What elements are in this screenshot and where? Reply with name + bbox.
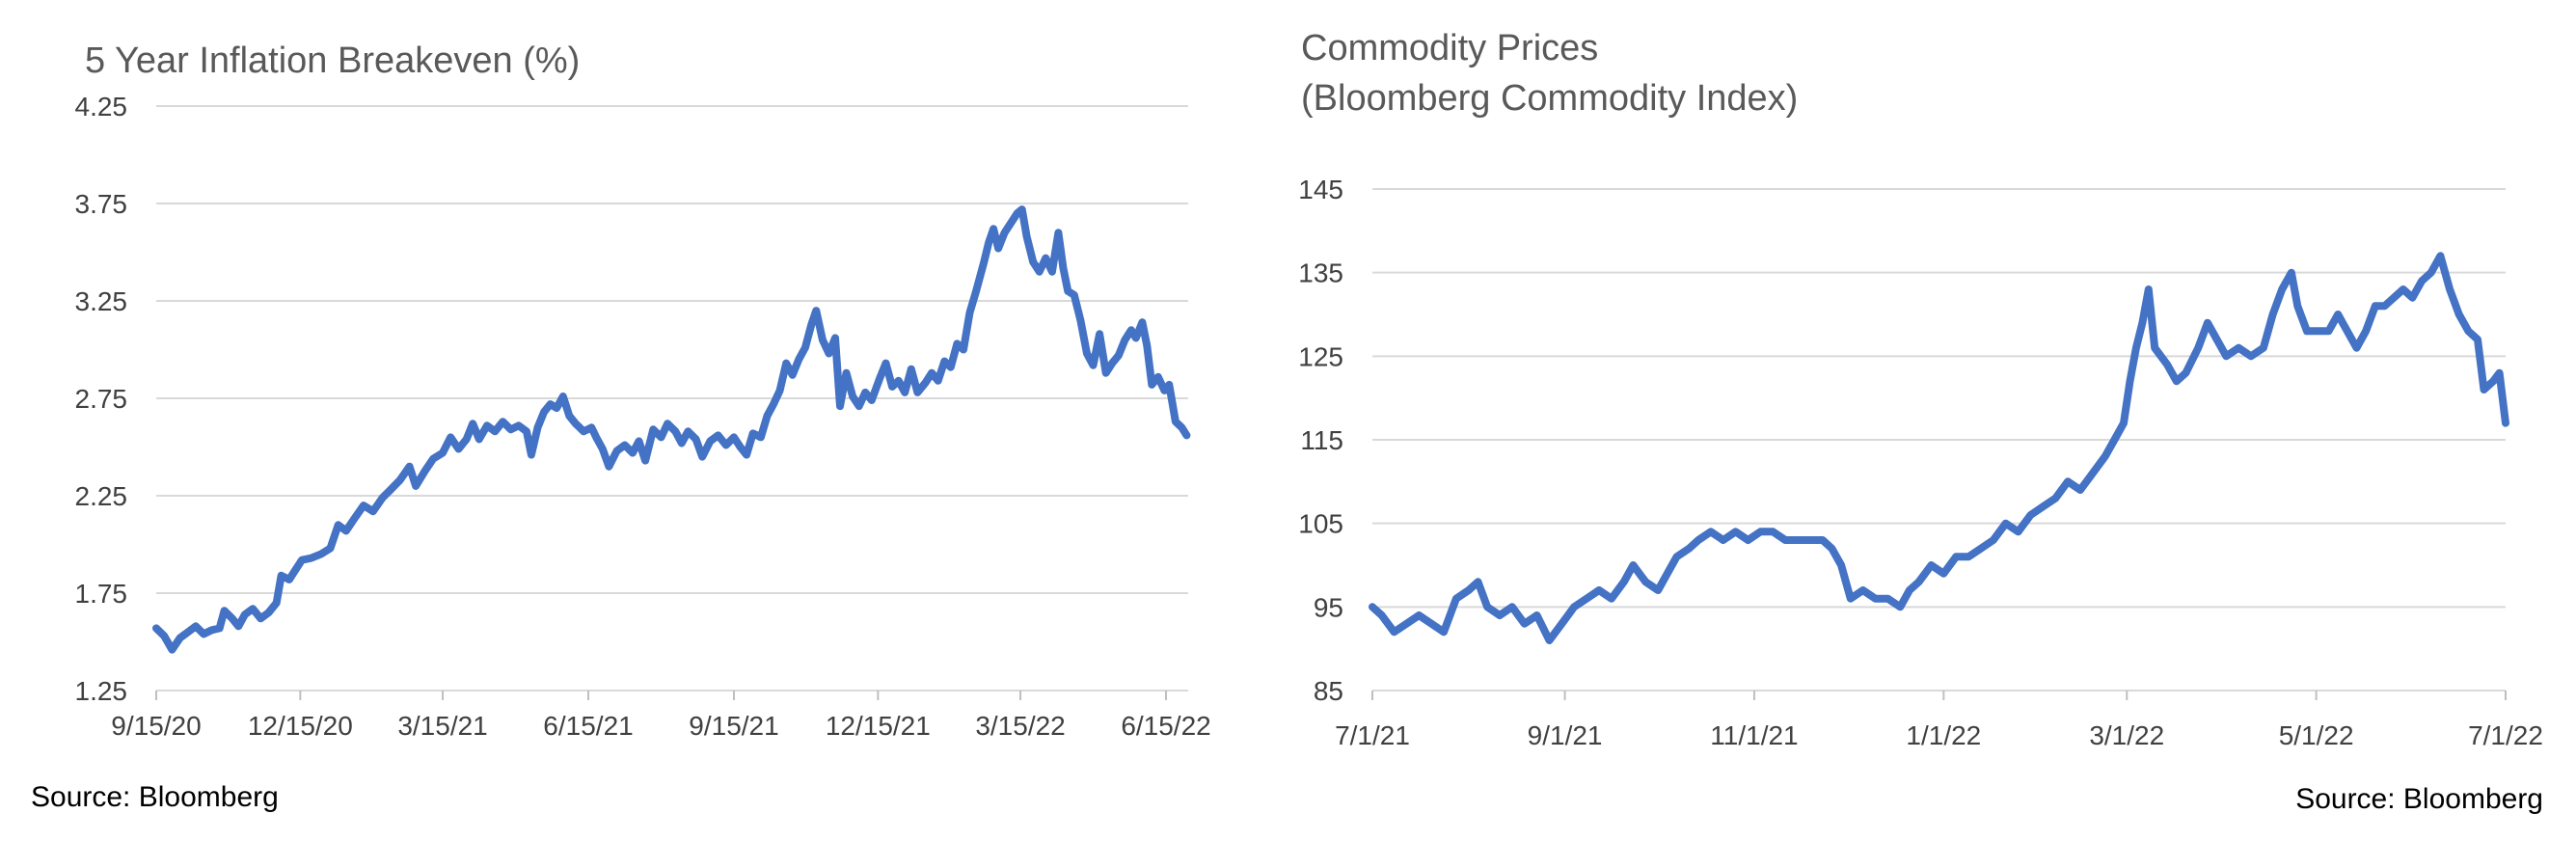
x-tick-label: 6/15/21	[543, 711, 633, 741]
y-tick-label: 2.75	[75, 384, 128, 414]
chart-subtitle: (Bloomberg Commodity Index)	[1301, 78, 1798, 119]
x-tick-label: 12/15/20	[248, 711, 353, 741]
y-tick-label: 3.75	[75, 189, 128, 219]
series-line	[152, 205, 1191, 654]
x-tick-label: 6/15/22	[1121, 711, 1210, 741]
inflation-breakeven-chart: 5 Year Inflation Breakeven (%) 1.25 1.75 2…	[31, 41, 1211, 813]
y-tick-label: 1.75	[75, 579, 128, 609]
source-note: Source: Bloomberg	[31, 781, 279, 813]
y-tick-label: 135	[1298, 258, 1343, 288]
y-tick-label: 4.25	[75, 92, 128, 122]
x-tick-label: 7/1/22	[2468, 720, 2543, 750]
chart-title: 5 Year Inflation Breakeven (%)	[85, 41, 580, 81]
x-tick-label: 9/15/21	[689, 711, 778, 741]
x-tick-label: 3/1/22	[2089, 720, 2164, 750]
x-tick-label: 9/1/21	[1528, 720, 1603, 750]
y-tick-label: 2.25	[75, 481, 128, 511]
x-tick-label: 7/1/21	[1335, 720, 1410, 750]
y-tick-label: 1.25	[75, 676, 128, 706]
chart-title: Commodity Prices	[1301, 28, 1598, 68]
y-tick-label: 145	[1298, 175, 1343, 204]
y-tick-label: 105	[1298, 509, 1343, 539]
x-tick-label: 3/15/22	[975, 711, 1065, 741]
commodity-prices-chart: Commodity Prices (Bloomberg Commodity In…	[1298, 28, 2543, 815]
x-tick-label: 11/1/21	[1710, 720, 1798, 750]
series-line	[1369, 252, 2509, 644]
x-tick-label: 12/15/21	[826, 711, 931, 741]
x-tick-label: 9/15/20	[111, 711, 201, 741]
y-tick-label: 85	[1314, 676, 1343, 706]
x-tick-label: 5/1/22	[2279, 720, 2354, 750]
x-tick-label: 3/15/21	[397, 711, 487, 741]
source-note: Source: Bloomberg	[2295, 783, 2543, 815]
y-tick-label: 3.25	[75, 286, 128, 316]
y-tick-label: 125	[1298, 341, 1343, 371]
y-tick-label: 115	[1300, 425, 1343, 455]
y-tick-label: 95	[1314, 592, 1343, 622]
x-tick-label: 1/1/22	[1906, 720, 1981, 750]
